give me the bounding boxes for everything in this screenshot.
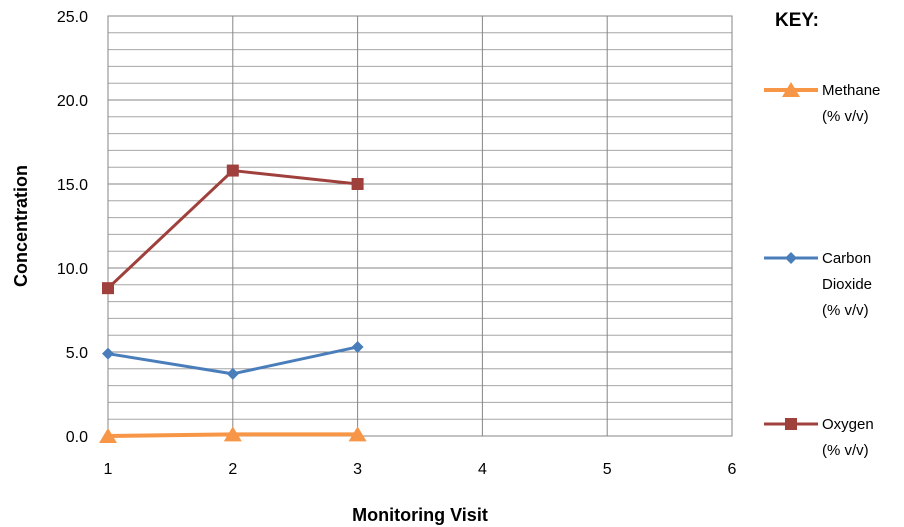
x-tick-label: 4 [478, 461, 487, 478]
data-point [226, 164, 239, 177]
y-tick-label: 5.0 [66, 345, 88, 362]
y-axis-title: Concentration [11, 165, 31, 287]
y-tick-label: 20.0 [57, 93, 88, 110]
y-tick-label: 0.0 [66, 429, 88, 446]
grid [107, 15, 733, 437]
data-point [351, 178, 364, 190]
x-tick-label: 5 [603, 461, 612, 478]
data-point [99, 428, 117, 443]
series-triangle [99, 426, 367, 443]
x-tick-label: 2 [228, 461, 237, 478]
y-tick-label: 25.0 [57, 9, 88, 26]
plot-border [107, 15, 733, 437]
x-tick-label: 3 [353, 461, 362, 478]
legend-label: Methane [822, 82, 880, 99]
legend-label: Dioxide [822, 276, 872, 293]
legend-label: Oxygen [822, 416, 874, 433]
x-axis-title: Monitoring Visit [352, 505, 488, 525]
legend-item: Carbon Dioxide (% v/v) [764, 250, 872, 319]
data-point [102, 282, 114, 295]
legend-title: KEY: [775, 10, 819, 31]
x-tick-label: 1 [104, 461, 113, 478]
legend-item: Oxygen (% v/v) [764, 416, 874, 459]
series-square [102, 164, 364, 295]
legend-swatch-marker [782, 82, 800, 97]
data-point [348, 426, 367, 442]
legend-swatch-marker [785, 418, 797, 430]
data-point [226, 367, 239, 380]
legend-label: (% v/v) [822, 108, 869, 125]
legend-label: (% v/v) [822, 302, 869, 319]
tick-labels: 0.0 5.0 10.0 15.0 20.0 25.0 1 2 3 4 5 6 [57, 9, 737, 478]
legend-label: (% v/v) [822, 442, 869, 459]
data-point [351, 340, 364, 353]
x-tick-label: 6 [728, 461, 737, 478]
legend-label: Carbon [822, 250, 871, 267]
legend-item: Methane (% v/v) [764, 82, 880, 125]
data-point [223, 426, 242, 442]
data-point [102, 347, 114, 360]
series-layer [99, 164, 367, 443]
legend-swatch-marker [785, 252, 797, 264]
y-tick-label: 15.0 [57, 177, 88, 194]
y-tick-label: 10.0 [57, 261, 88, 278]
series-diamond [102, 340, 364, 380]
